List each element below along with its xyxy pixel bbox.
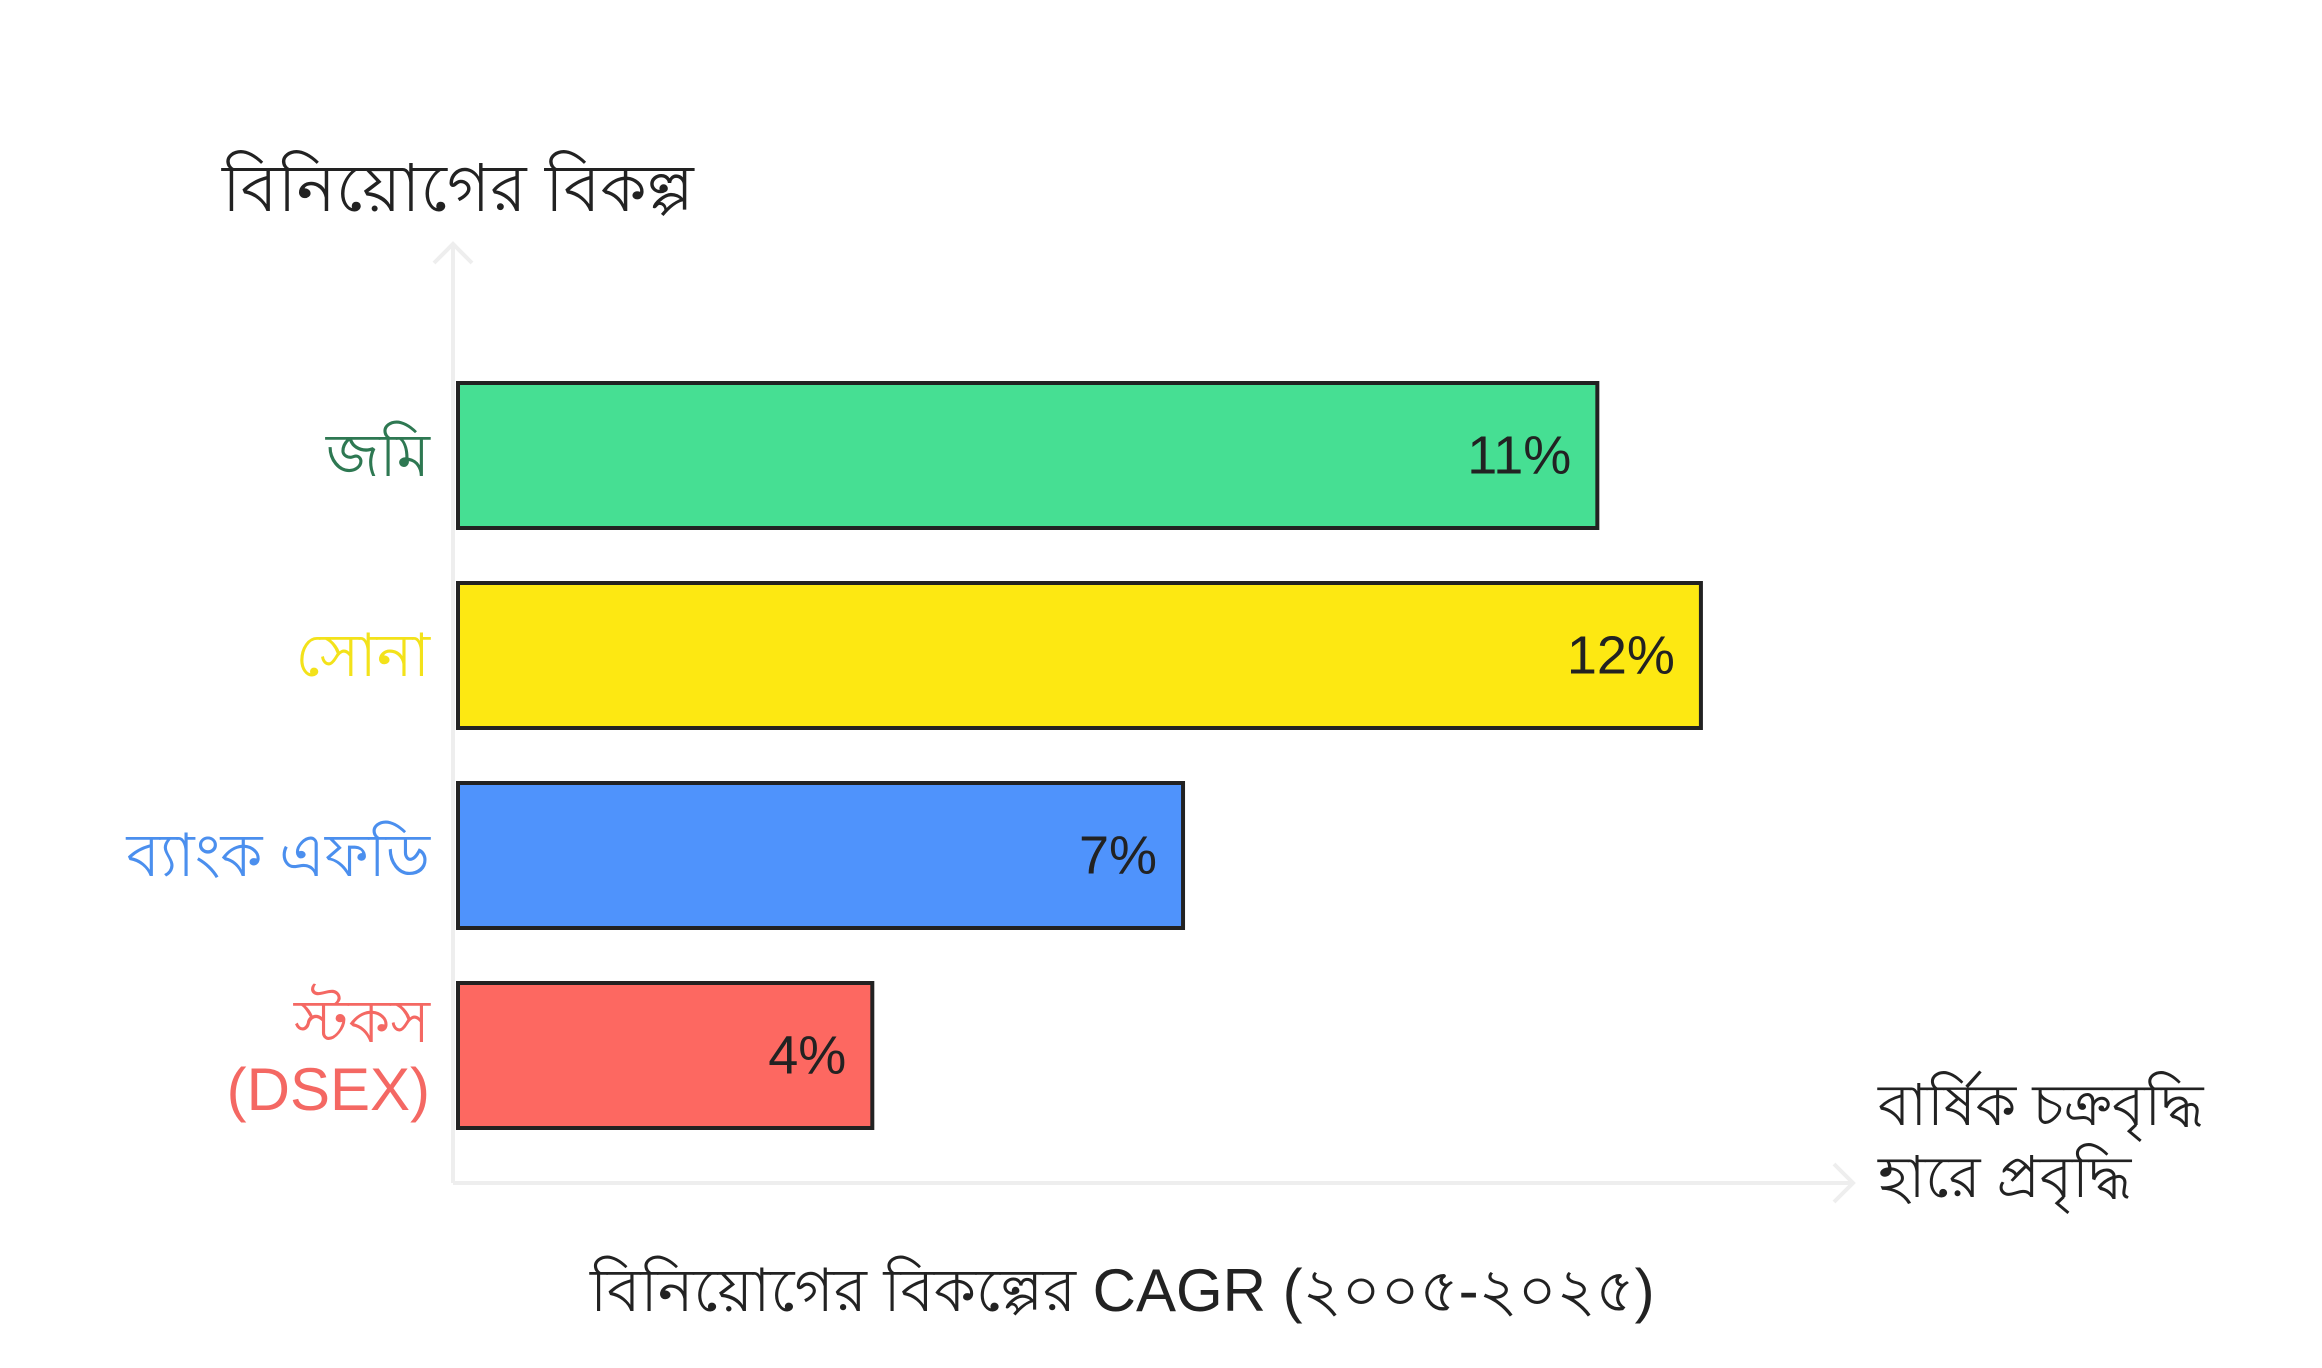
axes bbox=[432, 241, 1856, 1204]
bar-1 bbox=[456, 581, 1703, 730]
category-label-1: সোনা bbox=[295, 622, 431, 689]
category-label-3: স্টকস (DSEX) bbox=[227, 984, 432, 1123]
y-axis-title: বিনিয়োগের বিকল্প bbox=[222, 151, 694, 225]
bar-value-label-0: 11% bbox=[1467, 426, 1571, 486]
bar-value-label-1: 12% bbox=[1567, 626, 1675, 686]
x-axis-title: বার্ষিক চক্রবৃদ্ধি হারে প্রবৃদ্ধি bbox=[1878, 1073, 2204, 1210]
bar-3 bbox=[456, 981, 875, 1130]
bar-0 bbox=[456, 381, 1600, 530]
bar-2 bbox=[456, 781, 1186, 930]
y-axis-arrowhead bbox=[432, 241, 474, 265]
bar-value-label-2: 7% bbox=[1079, 826, 1157, 886]
bar-value-label-3: 4% bbox=[768, 1026, 846, 1086]
category-label-2: ব্যাংক এফডি bbox=[126, 820, 431, 889]
chart-title: বিনিয়োগের বিকল্পের CAGR (২০০৫-২০২৫) bbox=[590, 1257, 1655, 1324]
bars-group: 11% জমি 12% সোনা 7% ব্যাংক এফডি 4% স্টকস (DSEX) bbox=[126, 381, 1703, 1130]
category-label-0: জমি bbox=[325, 420, 432, 489]
x-axis-arrowhead bbox=[1832, 1162, 1856, 1204]
